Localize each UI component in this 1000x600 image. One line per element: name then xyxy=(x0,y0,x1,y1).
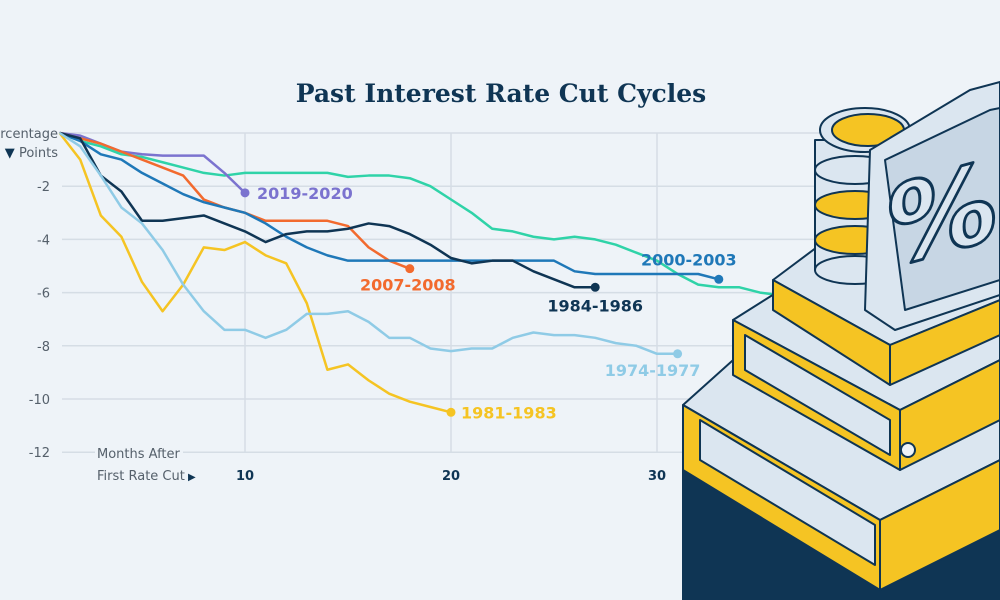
series-label-2007-2008: 2007-2008 xyxy=(360,276,456,295)
series-label-1974-1977: 1974-1977 xyxy=(605,361,701,380)
series-lines xyxy=(58,131,781,417)
y-tick-label: -4 xyxy=(37,233,50,248)
y-axis-label: Percentage xyxy=(0,127,58,142)
series-line-unlabeled xyxy=(59,131,781,297)
series-endpoint-1981-1983 xyxy=(446,407,456,417)
x-tick-label: 10 xyxy=(236,469,254,484)
chart-title: Past Interest Rate Cut Cycles xyxy=(296,79,707,108)
series-line-2000-2003 xyxy=(59,131,720,281)
series-line-1984-1986 xyxy=(59,131,596,289)
x-tick-labels: 10 20 30 xyxy=(236,469,666,484)
percent-symbol: % xyxy=(887,137,997,294)
series-label-1984-1986: 1984-1986 xyxy=(547,296,643,315)
y-tick-label: -12 xyxy=(29,446,50,461)
y-tick-label: -6 xyxy=(37,287,50,302)
series-label-1981-1983: 1981-1983 xyxy=(461,403,557,422)
y-tick-label: -10 xyxy=(29,393,50,408)
series-labels: 2019-2020 2007-2008 2000-2003 1984-1986 1981… xyxy=(257,184,737,422)
y-tick-labels: -2 -4 -6 -8 -10 -12 xyxy=(29,180,50,461)
series-line-2019-2020 xyxy=(59,131,246,194)
x-axis-label: Months After xyxy=(97,447,181,462)
x-tick-label: 30 xyxy=(648,469,666,484)
series-line-2007-2008 xyxy=(59,131,411,270)
series-endpoint-1974-1977 xyxy=(673,349,683,359)
y-tick-label: -8 xyxy=(37,340,50,355)
grid xyxy=(62,132,1000,453)
y-tick-label: -2 xyxy=(37,180,50,195)
series-endpoint-2007-2008 xyxy=(405,264,415,274)
series-endpoint-2019-2020 xyxy=(240,188,250,198)
books-coins-illustration: % xyxy=(682,81,1000,600)
x-axis-label-2: First Rate Cut ▶ xyxy=(97,469,196,484)
series-label-2000-2003: 2000-2003 xyxy=(641,250,737,269)
series-line-1974-1977 xyxy=(58,131,678,356)
series-line-1981-1983 xyxy=(58,132,452,414)
y-axis-label-2: ▼ Points xyxy=(5,146,58,161)
series-endpoint-1984-1986 xyxy=(590,282,600,292)
series-endpoint-2000-2003 xyxy=(714,274,724,284)
x-tick-label: 20 xyxy=(442,469,460,484)
series-label-2019-2020: 2019-2020 xyxy=(257,184,353,203)
